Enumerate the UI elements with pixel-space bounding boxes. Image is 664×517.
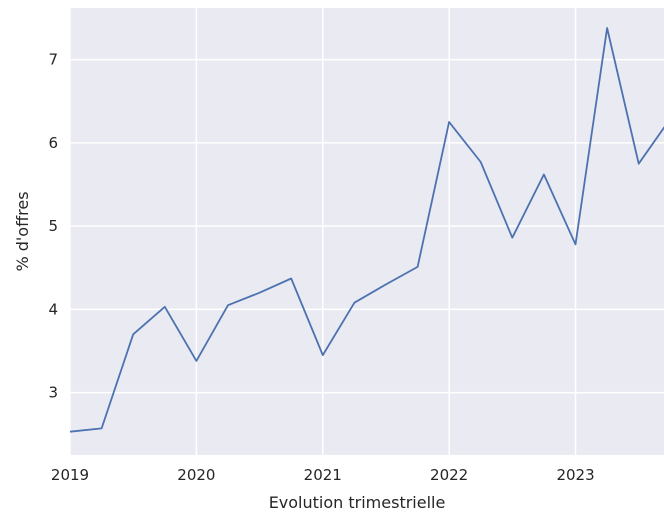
y-tick-label: 5 <box>48 217 58 235</box>
y-tick-label: 3 <box>48 384 58 402</box>
y-tick-label: 4 <box>48 300 58 318</box>
grid <box>69 8 664 455</box>
x-tick-label: 2023 <box>556 466 594 484</box>
x-tick-label: 2021 <box>304 466 342 484</box>
tick-labels: 2019 2020 2021 2022 2023 3 4 5 6 7 <box>48 51 594 484</box>
y-tick-label: 7 <box>48 51 58 69</box>
y-axis-label: % d'offres <box>13 191 32 271</box>
x-tick-label: 2020 <box>177 466 215 484</box>
series-layer <box>70 27 664 433</box>
plot-area <box>70 8 664 455</box>
x-tick-label: 2019 <box>51 466 89 484</box>
y-tick-label: 6 <box>48 134 58 152</box>
series-line <box>70 27 664 433</box>
x-axis-label: Evolution trimestrielle <box>269 493 446 512</box>
x-tick-label: 2022 <box>430 466 468 484</box>
